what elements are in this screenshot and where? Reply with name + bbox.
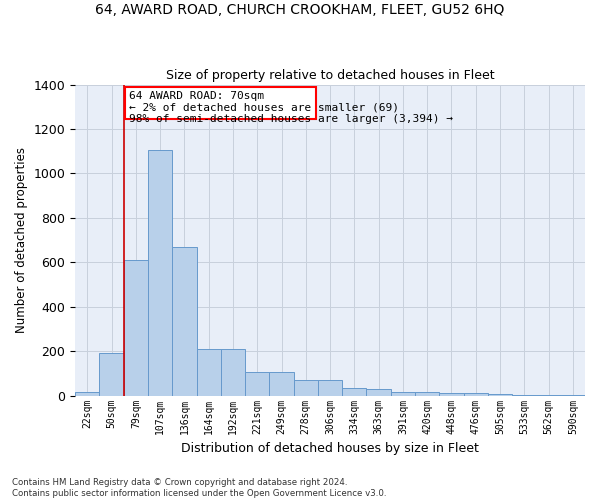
Bar [100,354,124,396]
Bar [269,372,293,396]
Bar [367,389,391,396]
Bar [488,394,512,396]
Bar [293,380,318,396]
Bar [415,392,439,396]
Bar [172,247,197,396]
Bar [245,372,269,396]
Text: 64 AWARD ROAD: 70sqm
← 2% of detached houses are smaller (69)
98% of semi-detach: 64 AWARD ROAD: 70sqm ← 2% of detached ho… [128,91,452,124]
Bar [221,349,245,396]
FancyBboxPatch shape [125,87,316,119]
Text: 64, AWARD ROAD, CHURCH CROOKHAM, FLEET, GU52 6HQ: 64, AWARD ROAD, CHURCH CROOKHAM, FLEET, … [95,2,505,16]
Bar [318,380,342,396]
Title: Size of property relative to detached houses in Fleet: Size of property relative to detached ho… [166,69,494,82]
Bar [464,394,488,396]
Bar [561,395,585,396]
Bar [439,394,464,396]
Bar [75,392,100,396]
Text: Contains HM Land Registry data © Crown copyright and database right 2024.
Contai: Contains HM Land Registry data © Crown c… [12,478,386,498]
Bar [197,349,221,396]
Bar [148,150,172,396]
X-axis label: Distribution of detached houses by size in Fleet: Distribution of detached houses by size … [181,442,479,455]
Bar [512,394,536,396]
Bar [391,392,415,396]
Bar [536,395,561,396]
Bar [342,388,367,396]
Bar [124,260,148,396]
Y-axis label: Number of detached properties: Number of detached properties [15,147,28,333]
